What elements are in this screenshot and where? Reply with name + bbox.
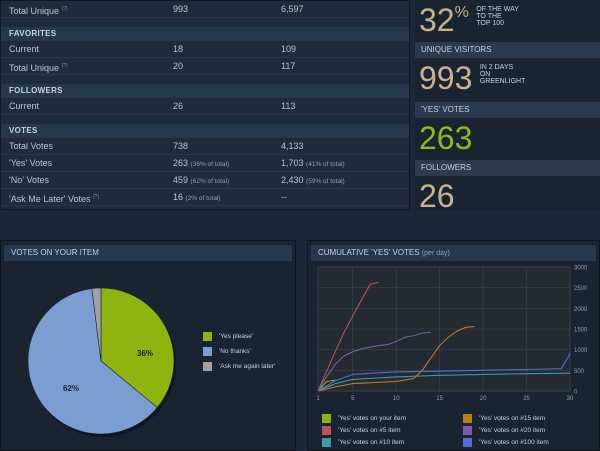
stat-label: Current	[9, 44, 40, 54]
x-tick-label: 5	[351, 396, 355, 402]
yes-votes-value: 263	[419, 120, 473, 156]
x-tick-label: 1	[316, 396, 320, 402]
stats-row: Total Unique (?) 993 6,597	[1, 1, 409, 18]
x-tick-label: 30	[567, 396, 574, 402]
stat-value-item: 263 (36% of total)	[173, 158, 230, 168]
unique-visitors-value: 993	[419, 60, 473, 96]
series-line	[317, 372, 571, 392]
unique-visitors-caption: IN 2 DAYS ON GREENLIGHT	[479, 64, 526, 85]
pie-legend-item: 'Ask me again later'	[203, 359, 275, 373]
legend-swatch-later	[203, 361, 212, 371]
pie-slice	[91, 287, 102, 362]
top100-caption: OF THE WAY TO THE TOP 100	[476, 6, 519, 27]
x-tick-label: 10	[393, 396, 400, 402]
x-tick-label: 20	[480, 396, 487, 402]
x-tick-label: 25	[523, 396, 530, 402]
stat-label: Total Unique (?)	[9, 6, 68, 16]
stat-value-item: 26	[173, 101, 184, 111]
stats-row: 'Ask Me Later' Votes (?) 16 (2% of total)…	[1, 189, 409, 206]
y-tick-label: 1500	[574, 328, 588, 334]
stats-row: Total Votes 738 4,133	[1, 138, 409, 155]
pie-slice	[27, 288, 158, 435]
cumulative-chart-panel: CUMULATIVE 'YES' VOTES (per day) 0 500 100…	[307, 240, 600, 451]
series-line	[317, 353, 571, 392]
favorites-header: FAVORITES	[1, 27, 409, 41]
stats-row: Total Unique (?) 20 117	[1, 58, 409, 75]
stats-row: 'Yes' Votes 263 (36% of total) 1,703 (41% …	[1, 155, 409, 172]
stat-label: Current	[9, 101, 40, 111]
help-icon[interactable]: (?)	[61, 6, 68, 12]
legend-15-item: 'Yes' votes on #15 item	[463, 414, 545, 423]
stat-value-item: 459 (62% of total)	[173, 175, 230, 185]
y-tick-label: 3000	[574, 266, 588, 272]
stat-value-average: 1,703 (41% of total)	[281, 158, 345, 168]
pie-legend: 'Yes please' 'No thanks' 'Ask me again l…	[203, 329, 275, 374]
followers-value: 26	[419, 178, 455, 214]
stats-row: Current 26 113	[1, 98, 409, 115]
stat-value-average: 6,597	[281, 4, 304, 14]
y-tick-label: 500	[574, 369, 585, 375]
y-tick-label: 1000	[574, 348, 588, 354]
stat-value-average: 109	[281, 44, 297, 54]
pie-label-no: 62%	[63, 384, 79, 393]
legend-your-item: 'Yes' votes on your item	[322, 414, 406, 423]
pie-legend-item: 'Yes please'	[203, 329, 275, 343]
series-line	[317, 325, 475, 392]
stat-value-average: 117	[281, 61, 296, 71]
stat-value-item: 20	[173, 61, 184, 71]
legend-20-item: 'Yes' votes on #20 item	[463, 426, 545, 435]
stat-label: 'No' Votes	[9, 175, 49, 185]
percent-sign: %	[454, 4, 469, 21]
pie-label-yes: 36%	[137, 349, 153, 358]
pie-slice	[100, 287, 175, 408]
yes-votes-header: 'YES' VOTES	[415, 102, 600, 118]
stat-label: 'Yes' Votes	[9, 158, 53, 168]
unique-visitors-header: UNIQUE VISITORS	[415, 42, 600, 58]
top100-percent: 32	[419, 2, 455, 38]
stat-value-item: 993	[173, 4, 189, 14]
pie-legend-item: 'No thanks'	[203, 344, 275, 358]
series-line	[317, 281, 379, 392]
legend-10-item: 'Yes' votes on #10 item	[322, 438, 404, 447]
stat-label: 'Ask Me Later' Votes (?)	[9, 194, 100, 204]
pie-chart: 36% 62%	[27, 287, 176, 437]
stat-value-average: 4,133	[281, 141, 304, 151]
help-icon[interactable]: (?)	[93, 194, 100, 200]
stats-table: Total Unique (?) 993 6,597 FAVORITES Current…	[0, 0, 410, 210]
series-line	[317, 331, 432, 392]
stat-label: Total Unique (?)	[9, 63, 68, 73]
stat-value-average: --	[281, 192, 287, 202]
votes-header: VOTES	[1, 124, 409, 138]
summary-panel: 32% OF THE WAY TO THE TOP 100 UNIQUE VISIT…	[415, 0, 600, 214]
votes-pie-panel: VOTES ON YOUR ITEM 36% 62% 'Yes please' …	[0, 240, 296, 451]
x-tick-label: 15	[436, 396, 443, 402]
stats-row: 'No' Votes 459 (62% of total) 2,430 (59% o…	[1, 172, 409, 189]
legend-100-item: 'Yes' votes on #100 item	[463, 438, 549, 447]
stat-label: Total Votes	[9, 141, 54, 151]
y-tick-label: 2500	[574, 286, 588, 292]
stat-value-item: 18	[173, 44, 184, 54]
stat-value-average: 113	[281, 101, 296, 111]
legend-swatch-no	[203, 346, 212, 356]
cumulative-title: CUMULATIVE 'YES' VOTES (per day)	[311, 245, 596, 261]
y-tick-label: 2000	[574, 307, 588, 313]
legend-5-item: 'Yes' votes on #5 item	[322, 426, 401, 435]
stat-value-item: 738	[173, 141, 189, 151]
y-tick-label: 0	[574, 390, 578, 396]
followers-header: FOLLOWERS	[415, 160, 600, 176]
help-icon[interactable]: (?)	[61, 63, 68, 69]
followers-section-header: FOLLOWERS	[1, 84, 409, 98]
series-line	[317, 379, 336, 392]
stat-value-item: 16 (2% of total)	[173, 192, 221, 202]
stat-value-average: 2,430 (59% of total)	[281, 175, 345, 185]
pie-title: VOTES ON YOUR ITEM	[4, 245, 292, 261]
legend-swatch-yes	[203, 331, 212, 341]
stats-row: Current 18 109	[1, 41, 409, 58]
